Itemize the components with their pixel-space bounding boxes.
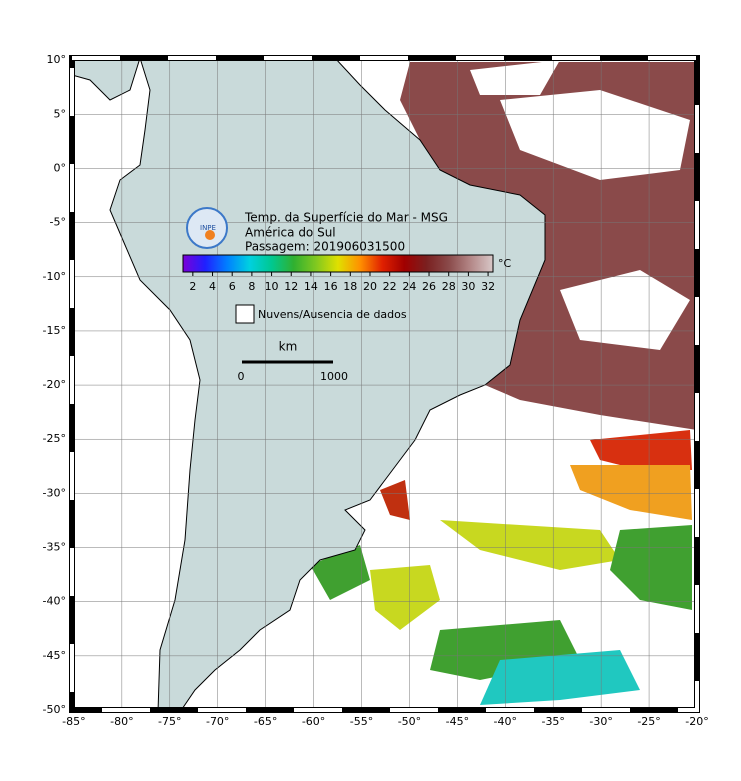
logo-dot xyxy=(205,230,215,240)
lon-tick-label: -65° xyxy=(254,715,277,728)
colorbar-tick-label: 14 xyxy=(304,280,318,293)
scale-unit: km xyxy=(279,340,298,354)
legend-swatch xyxy=(235,304,255,324)
lon-tick-label: -70° xyxy=(206,715,229,728)
lon-tick-label: -40° xyxy=(494,715,517,728)
lat-tick-label: 5° xyxy=(54,107,67,120)
colorbar-tick-label: 32 xyxy=(481,280,495,293)
lat-tick-label: -40° xyxy=(43,595,66,608)
lat-tick-label: 10° xyxy=(47,53,67,66)
colorbar-tick-label: 28 xyxy=(442,280,456,293)
sst-yellow xyxy=(370,520,620,630)
colorbar-tick-label: 10 xyxy=(265,280,279,293)
colorbar-ticks: 2 4 6 8 10 12 14 16 18 20 22 24 26 28 30 32 xyxy=(189,272,495,293)
colorbar-tick-label: 8 xyxy=(248,280,255,293)
lat-tick-label: -5° xyxy=(50,216,66,229)
lon-tick-label: -20° xyxy=(685,715,708,728)
colorbar-tick-label: 20 xyxy=(363,280,377,293)
colorbar-unit: °C xyxy=(498,257,512,270)
lon-tick-label: -25° xyxy=(637,715,660,728)
lon-tick-label: -50° xyxy=(398,715,421,728)
lon-tick-label: -85° xyxy=(62,715,85,728)
land-central-america xyxy=(72,58,141,101)
lat-tick-label: -20° xyxy=(43,378,66,391)
sst-red-coast xyxy=(380,480,410,520)
title-line: Passagem: 201906031500 xyxy=(245,240,405,254)
colorbar-tick-label: 4 xyxy=(209,280,216,293)
colorbar-tick-label: 26 xyxy=(422,280,436,293)
lon-tick-label: -35° xyxy=(541,715,564,728)
colorbar-tick-label: 24 xyxy=(402,280,416,293)
scale-end: 1000 xyxy=(320,370,348,383)
lon-tick-label: -60° xyxy=(302,715,325,728)
lon-tick-label: -80° xyxy=(110,715,133,728)
colorbar-tick-label: 18 xyxy=(343,280,357,293)
colorbar-tick-label: 6 xyxy=(229,280,236,293)
sst-red xyxy=(590,430,692,470)
title-line: Temp. da Superfície do Mar - MSG xyxy=(244,211,448,225)
logo xyxy=(186,207,228,249)
sst-green xyxy=(310,525,692,680)
colorbar-tick-label: 16 xyxy=(324,280,338,293)
scale-start: 0 xyxy=(238,370,245,383)
lat-tick-label: -35° xyxy=(43,541,66,554)
lon-tick-label: -55° xyxy=(350,715,373,728)
colorbar-tick-label: 2 xyxy=(189,280,196,293)
colorbar-tick-label: 12 xyxy=(284,280,298,293)
sst-orange xyxy=(570,465,692,520)
sst-cloud xyxy=(470,60,690,350)
sst-cyan xyxy=(480,650,640,705)
lat-tick-label: -50° xyxy=(43,703,66,716)
frame-pattern xyxy=(70,56,699,712)
lat-tick-label: -10° xyxy=(43,270,66,283)
lat-tick-label: -30° xyxy=(43,486,66,499)
lat-tick-label: -15° xyxy=(43,324,66,337)
lon-tick-label: -30° xyxy=(589,715,612,728)
lat-tick-label: -45° xyxy=(43,649,66,662)
legend-label: Nuvens/Ausencia de dados xyxy=(258,308,407,321)
logo-text: INPE xyxy=(200,224,216,232)
lat-tick-label: -25° xyxy=(43,432,66,445)
colorbar-tick-label: 30 xyxy=(461,280,475,293)
colorbar xyxy=(182,254,494,273)
lat-tick-label: 0° xyxy=(54,161,67,174)
title-line: América do Sul xyxy=(245,226,336,240)
colorbar-tick-label: 22 xyxy=(383,280,397,293)
lon-tick-label: -45° xyxy=(446,715,469,728)
lon-tick-label: -75° xyxy=(158,715,181,728)
